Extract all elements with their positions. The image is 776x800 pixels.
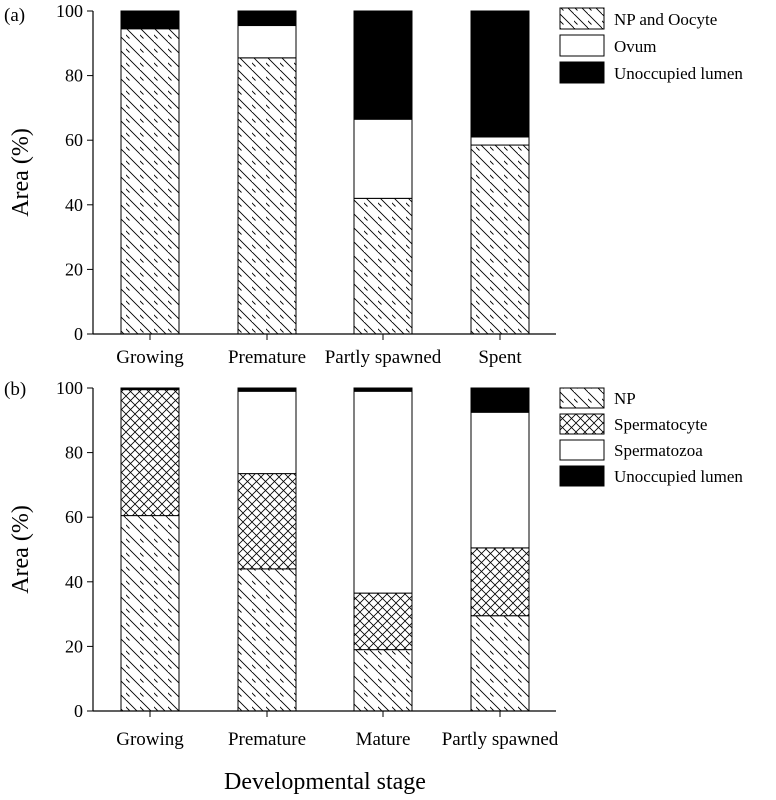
bar-segment: [353, 390, 413, 594]
x-axis-title: Developmental stage: [224, 769, 426, 795]
y-axis-title: Area (%): [8, 128, 34, 217]
y-tick-label: 20: [65, 259, 83, 279]
legend-label: NP: [614, 389, 636, 408]
category-label: Growing: [116, 347, 184, 368]
category-label: Spent: [478, 347, 522, 368]
bar-segment: [237, 473, 297, 570]
y-tick-label: 0: [74, 701, 83, 721]
bar-segment: [353, 118, 413, 199]
panel-label: (a): [4, 5, 25, 26]
legend-label: NP and Oocyte: [614, 10, 717, 29]
bar-segment: [470, 136, 530, 146]
y-tick-label: 80: [65, 66, 83, 86]
legend-swatch: [559, 387, 605, 409]
legend-swatch: [559, 439, 605, 461]
bar-segment: [353, 387, 413, 392]
bar-segment: [353, 197, 413, 335]
category-label: Growing: [116, 729, 184, 750]
bar-segment: [237, 390, 297, 475]
legend-swatch: [559, 34, 605, 57]
bar-segment: [237, 10, 297, 27]
bar-segment: [237, 568, 297, 712]
legend-swatch: [559, 465, 605, 487]
bar-segment: [470, 411, 530, 549]
bar-segment: [120, 10, 180, 30]
bar-segment: [470, 144, 530, 335]
legend-label: Ovum: [614, 37, 657, 56]
legend-swatch: [559, 413, 605, 435]
legend-label: Spermatozoa: [614, 441, 703, 460]
chart-panel: Growing Premature Mature Partly spawned 0 20 4…: [4, 378, 743, 750]
category-label: Partly spawned: [442, 729, 559, 750]
y-tick-label: 0: [74, 324, 83, 344]
bar-segment: [353, 592, 413, 651]
bar-segment: [353, 649, 413, 712]
y-tick-label: 60: [65, 507, 83, 527]
bar-segment: [470, 10, 530, 138]
chart-panel: Growing Premature Partly spawned Spent 0 20 40…: [4, 1, 743, 368]
y-tick-label: 80: [65, 443, 83, 463]
legend-label: Unoccupied lumen: [614, 64, 743, 83]
category-label: Mature: [356, 729, 411, 750]
bar-segment: [120, 389, 180, 517]
legend-swatch: [559, 61, 605, 84]
y-tick-label: 20: [65, 636, 83, 656]
bar-segment: [120, 515, 180, 712]
category-label: Premature: [228, 347, 306, 368]
bar-segment: [237, 25, 297, 59]
bar-segment: [237, 387, 297, 392]
bar-segment: [470, 615, 530, 712]
category-label: Partly spawned: [325, 347, 442, 368]
bar-segment: [470, 547, 530, 617]
bar-segment: [120, 28, 180, 335]
y-tick-label: 100: [56, 378, 83, 398]
legend-label: Spermatocyte: [614, 415, 707, 434]
y-tick-label: 40: [65, 572, 83, 592]
y-axis-title: Area (%): [8, 505, 34, 594]
y-tick-label: 100: [56, 1, 83, 21]
y-tick-label: 60: [65, 130, 83, 150]
bar-segment: [470, 387, 530, 413]
panel-label: (b): [4, 379, 26, 400]
bar-segment: [120, 387, 180, 391]
bar-segment: [237, 57, 297, 335]
y-tick-label: 40: [65, 195, 83, 215]
legend-swatch: [559, 7, 605, 30]
legend-label: Unoccupied lumen: [614, 467, 743, 486]
category-label: Premature: [228, 729, 306, 750]
bar-segment: [353, 10, 413, 120]
